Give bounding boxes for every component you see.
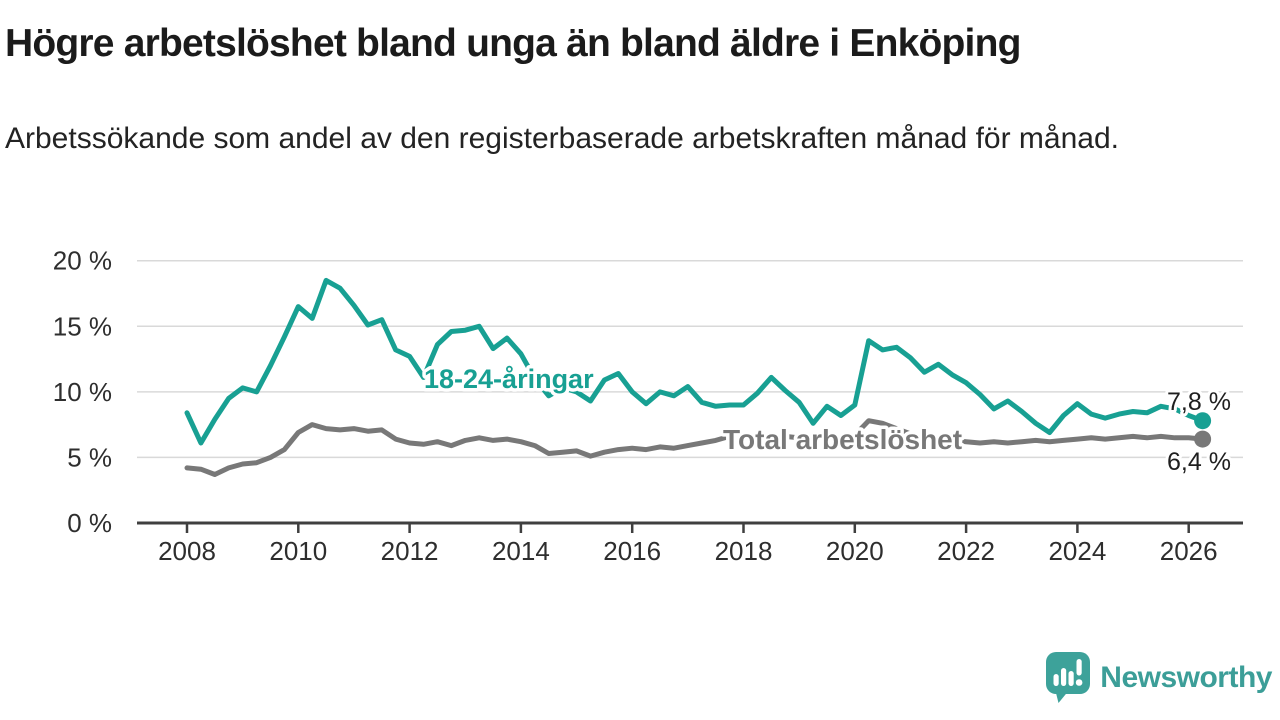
x-tick-label: 2020 bbox=[826, 536, 884, 566]
y-tick-label: 0 % bbox=[67, 508, 112, 538]
series-line-youth bbox=[184, 277, 1206, 446]
x-tick-label: 2016 bbox=[603, 536, 661, 566]
series-label-total: Total arbetslöshet bbox=[723, 424, 962, 455]
y-tick-label: 5 % bbox=[67, 442, 112, 472]
end-value-label-total: 6,4 % bbox=[1167, 448, 1231, 476]
x-tick-label: 2024 bbox=[1048, 536, 1106, 566]
chart-title: Högre arbetslöshet bland unga än bland ä… bbox=[5, 22, 1021, 65]
y-tick-label: 15 % bbox=[53, 311, 112, 341]
x-tick-label: 2014 bbox=[492, 536, 550, 566]
newsworthy-logo: Newsworthy bbox=[1045, 651, 1272, 704]
y-tick-label: 10 % bbox=[53, 377, 112, 407]
x-tick-label: 2018 bbox=[715, 536, 773, 566]
series-label-youth: 18-24-åringar bbox=[424, 364, 594, 394]
brand-name: Newsworthy bbox=[1100, 660, 1272, 694]
series-end-dot-youth bbox=[1194, 412, 1212, 430]
chart-subtitle: Arbetssökande som andel av den registerb… bbox=[5, 122, 1119, 155]
x-tick-label: 2008 bbox=[158, 536, 216, 566]
x-tick-label: 2010 bbox=[269, 536, 327, 566]
x-tick-label: 2022 bbox=[937, 536, 995, 566]
series-line-total bbox=[184, 418, 1206, 477]
x-tick-label: 2026 bbox=[1160, 536, 1218, 566]
series-end-dot-total bbox=[1194, 430, 1212, 448]
y-tick-label: 20 % bbox=[53, 246, 112, 276]
x-tick-label: 2012 bbox=[381, 536, 439, 566]
end-value-label-youth: 7,8 % bbox=[1167, 388, 1231, 416]
newsworthy-logo-icon bbox=[1046, 652, 1091, 703]
unemployment-line-chart: 0 % 5 % 10 % 15 % 20 % 2008 2010 2012 2014 2016 20… bbox=[53, 246, 1243, 566]
